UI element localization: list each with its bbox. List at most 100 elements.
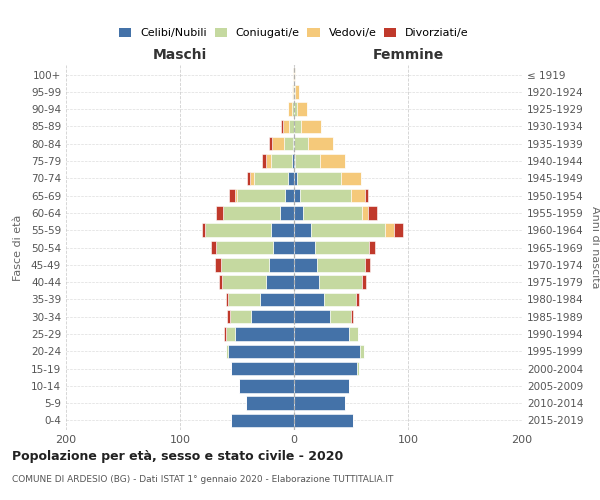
Bar — [301, 120, 322, 133]
Bar — [292, 154, 294, 168]
Bar — [320, 154, 346, 168]
Bar — [293, 85, 294, 98]
Bar — [369, 241, 375, 254]
Bar — [226, 327, 235, 340]
Bar — [227, 310, 230, 324]
Bar — [228, 292, 260, 306]
Bar — [280, 206, 294, 220]
Bar — [292, 102, 294, 116]
Bar — [289, 120, 294, 133]
Bar — [223, 206, 280, 220]
Bar — [294, 344, 360, 358]
Bar — [365, 189, 368, 202]
Bar — [265, 154, 271, 168]
Legend: Celibi/Nubili, Coniugati/e, Vedovi/e, Divorziati/e: Celibi/Nubili, Coniugati/e, Vedovi/e, Di… — [115, 23, 473, 42]
Bar — [230, 310, 251, 324]
Bar — [237, 189, 285, 202]
Bar — [219, 276, 222, 289]
Bar — [221, 258, 269, 272]
Bar — [246, 396, 294, 410]
Bar — [285, 189, 294, 202]
Bar — [228, 344, 294, 358]
Bar — [272, 137, 284, 150]
Bar — [226, 292, 228, 306]
Bar — [311, 224, 385, 237]
Bar — [215, 258, 221, 272]
Bar — [295, 85, 299, 98]
Bar — [205, 224, 271, 237]
Bar — [289, 102, 292, 116]
Bar — [222, 276, 265, 289]
Bar — [368, 206, 377, 220]
Text: Popolazione per età, sesso e stato civile - 2020: Popolazione per età, sesso e stato civil… — [12, 450, 343, 463]
Bar — [247, 172, 250, 185]
Bar — [229, 189, 235, 202]
Bar — [226, 344, 228, 358]
Bar — [232, 414, 294, 427]
Bar — [319, 276, 362, 289]
Bar — [294, 85, 295, 98]
Text: Femmine: Femmine — [373, 48, 443, 62]
Bar — [341, 172, 361, 185]
Bar — [293, 68, 294, 82]
Bar — [254, 172, 289, 185]
Bar — [202, 224, 205, 237]
Bar — [323, 292, 356, 306]
Bar — [269, 137, 272, 150]
Text: Maschi: Maschi — [153, 48, 207, 62]
Bar — [303, 206, 362, 220]
Bar — [294, 327, 349, 340]
Bar — [294, 154, 295, 168]
Bar — [224, 327, 226, 340]
Bar — [262, 154, 265, 168]
Bar — [351, 189, 365, 202]
Bar — [294, 68, 295, 82]
Bar — [284, 137, 293, 150]
Bar — [235, 189, 237, 202]
Bar — [314, 241, 369, 254]
Bar — [308, 137, 333, 150]
Bar — [349, 327, 358, 340]
Bar — [317, 258, 365, 272]
Bar — [217, 241, 274, 254]
Bar — [294, 102, 298, 116]
Bar — [294, 276, 319, 289]
Bar — [294, 396, 346, 410]
Bar — [300, 189, 351, 202]
Bar — [294, 189, 300, 202]
Bar — [274, 241, 294, 254]
Bar — [283, 120, 289, 133]
Y-axis label: Anni di nascita: Anni di nascita — [590, 206, 600, 289]
Bar — [271, 154, 292, 168]
Bar — [294, 172, 298, 185]
Text: COMUNE DI ARDESIO (BG) - Dati ISTAT 1° gennaio 2020 - Elaborazione TUTTITALIA.IT: COMUNE DI ARDESIO (BG) - Dati ISTAT 1° g… — [12, 475, 394, 484]
Bar — [235, 327, 294, 340]
Bar — [294, 137, 308, 150]
Bar — [331, 310, 351, 324]
Bar — [294, 224, 311, 237]
Bar — [251, 310, 294, 324]
Bar — [250, 172, 254, 185]
Bar — [294, 258, 317, 272]
Bar — [294, 206, 303, 220]
Bar — [239, 379, 294, 392]
Bar — [265, 276, 294, 289]
Bar — [385, 224, 394, 237]
Bar — [293, 137, 294, 150]
Bar — [298, 102, 307, 116]
Y-axis label: Fasce di età: Fasce di età — [13, 214, 23, 280]
Bar — [269, 258, 294, 272]
Bar — [294, 310, 331, 324]
Bar — [294, 414, 353, 427]
Bar — [289, 172, 294, 185]
Bar — [211, 241, 217, 254]
Bar — [356, 362, 359, 376]
Bar — [295, 154, 320, 168]
Bar — [281, 120, 283, 133]
Bar — [260, 292, 294, 306]
Bar — [394, 224, 403, 237]
Bar — [294, 362, 356, 376]
Bar — [294, 292, 323, 306]
Bar — [232, 362, 294, 376]
Bar — [271, 224, 294, 237]
